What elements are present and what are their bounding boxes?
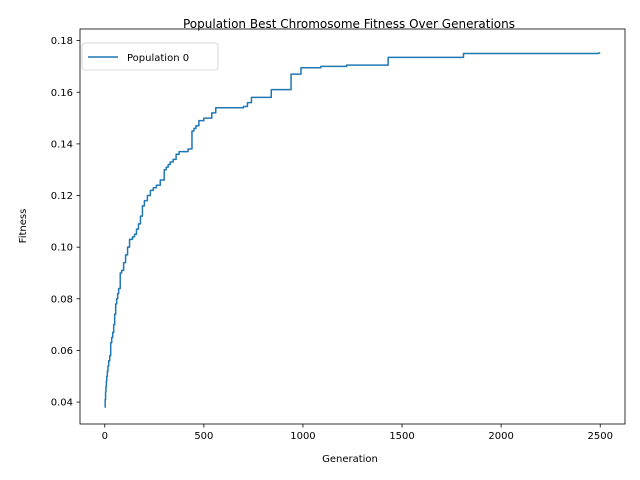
chart-title: Population Best Chromosome Fitness Over …	[183, 17, 515, 31]
y-axis-ticks: 0.04 0.06 0.08 0.10 0.12 0.14 0.16 0.18	[51, 36, 80, 409]
x-axis-ticks: 0 500 1000 1500 2000 2500	[102, 424, 613, 442]
y-axis-label: Fitness	[18, 209, 29, 244]
legend-label-population-0: Population 0	[127, 53, 189, 64]
x-tick-label: 1000	[290, 431, 315, 442]
plot-area-frame	[79, 28, 626, 425]
legend: Population 0	[81, 42, 219, 71]
x-tick-label: 2500	[588, 431, 613, 442]
y-tick-label: 0.10	[51, 243, 73, 254]
x-tick-label: 0	[102, 431, 108, 442]
series-line-0	[104, 52, 601, 408]
legend-box	[81, 42, 219, 71]
y-tick-label: 0.12	[51, 191, 73, 202]
y-tick-label: 0.06	[51, 346, 73, 357]
x-tick-label: 2000	[488, 431, 513, 442]
x-axis-label: Generation	[322, 454, 378, 465]
y-tick-label: 0.16	[51, 88, 73, 99]
series-layer	[104, 52, 601, 408]
x-tick-label: 1500	[389, 431, 414, 442]
y-tick-label: 0.08	[51, 294, 73, 305]
y-tick-label: 0.18	[51, 36, 73, 47]
y-tick-label: 0.14	[51, 139, 73, 150]
x-tick-label: 500	[194, 431, 213, 442]
y-tick-label: 0.04	[51, 398, 73, 409]
